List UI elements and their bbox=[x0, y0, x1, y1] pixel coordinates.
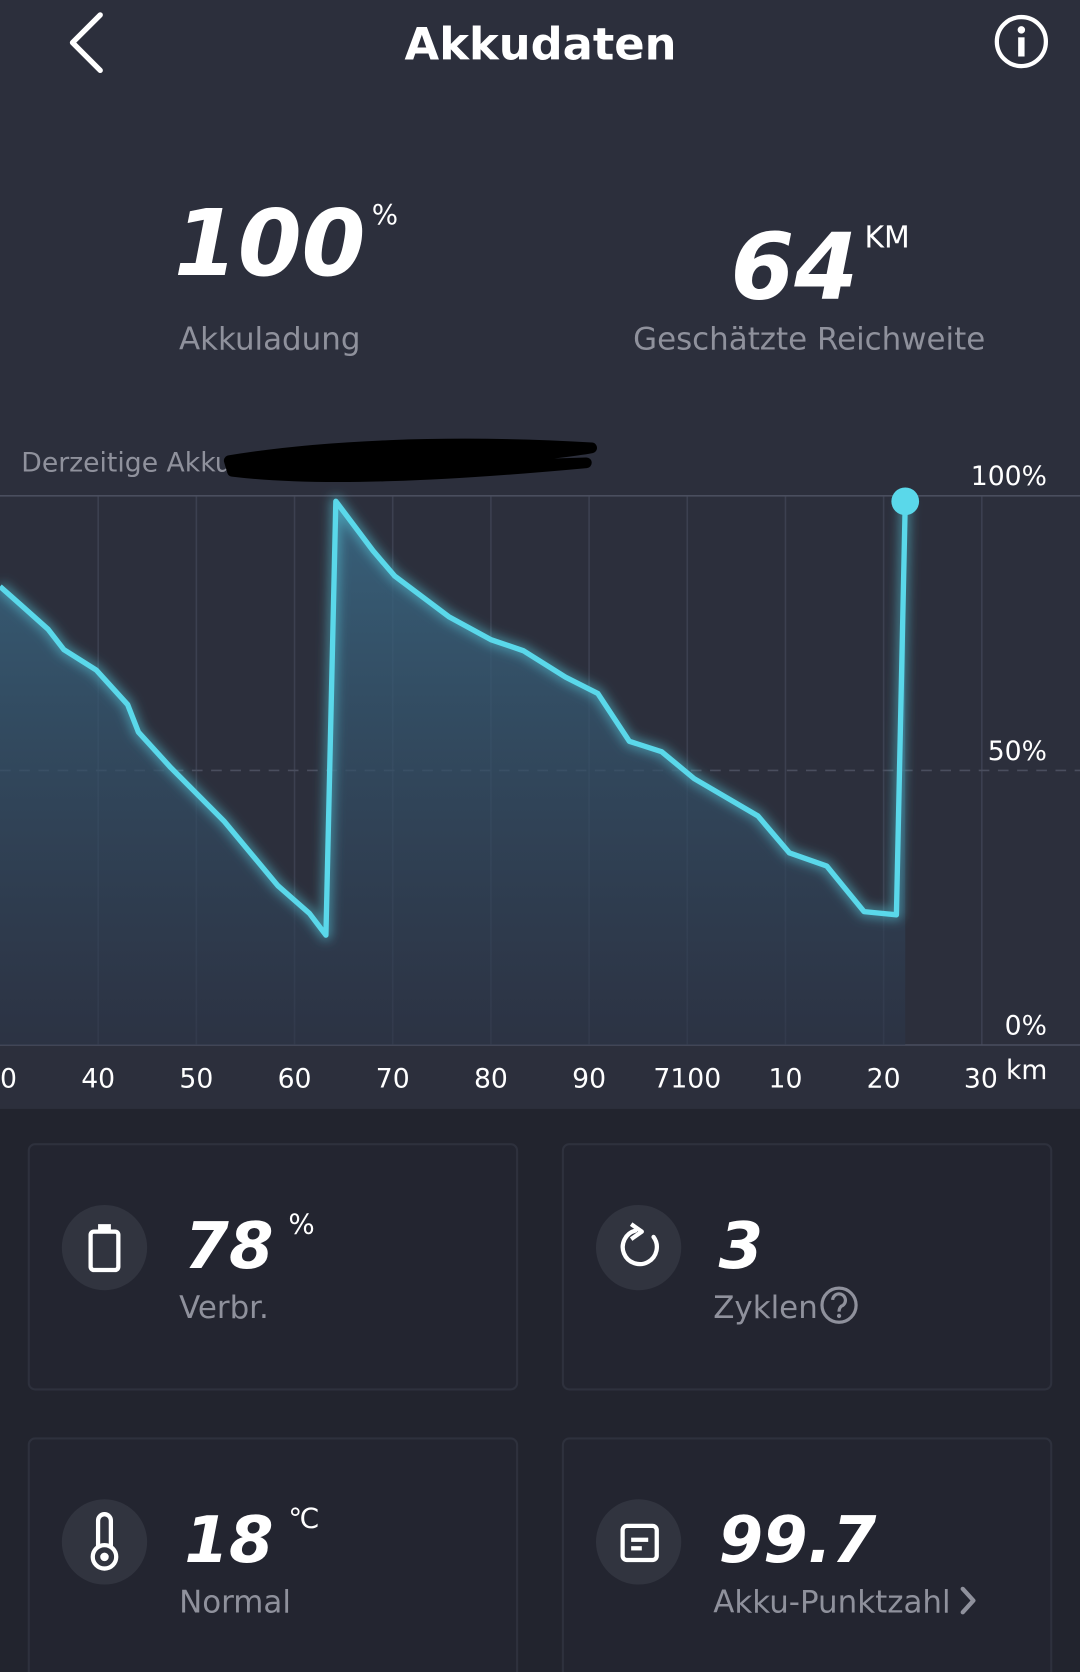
help-circle bbox=[820, 1286, 858, 1324]
area-fill bbox=[0, 501, 906, 1045]
y-tick-label: 50% bbox=[988, 736, 1047, 767]
card bbox=[561, 1143, 1053, 1391]
end-dot bbox=[891, 487, 920, 516]
stat-label: Geschätzte Reichweite bbox=[633, 322, 985, 358]
battery-icon bbox=[88, 1224, 121, 1273]
x-tick-label: 80 bbox=[474, 1064, 508, 1095]
x-tick-label: 0 bbox=[0, 1064, 17, 1095]
stat-unit: KM bbox=[864, 220, 909, 255]
cards: 78 % Verbr. 3 Zyklen 18 ℃ Normal 99.7 Akku-Punktz… bbox=[27, 1143, 1053, 1672]
y-tick-label: 0% bbox=[1005, 1010, 1047, 1041]
page-title: Akkudaten bbox=[405, 18, 677, 71]
x-tick-label: 70 bbox=[376, 1064, 410, 1095]
x-tick-label: 7100 bbox=[653, 1064, 721, 1095]
card-icon-bg bbox=[61, 1499, 148, 1585]
y-tick-label: 100% bbox=[971, 461, 1047, 492]
card-label: Normal bbox=[179, 1584, 291, 1620]
cycle-arrow bbox=[629, 1222, 644, 1241]
x-unit: km bbox=[1006, 1055, 1047, 1086]
chart: Derzeitige Akku 0 40 50 60 70 80 90 7100 10 20 30 km… bbox=[0, 447, 1080, 1095]
stats: 100 % Akkuladung 64 KM Geschätzte Reichweite bbox=[174, 190, 985, 358]
battery-body bbox=[88, 1229, 121, 1273]
stat-unit: % bbox=[372, 198, 398, 231]
x-tick-label: 60 bbox=[278, 1064, 312, 1095]
thermometer-icon bbox=[90, 1512, 119, 1571]
stat-value: 64 bbox=[730, 214, 858, 321]
info-button[interactable] bbox=[994, 14, 1049, 69]
battery-cap bbox=[98, 1224, 111, 1231]
cycle-icon bbox=[620, 1222, 659, 1267]
info-bar bbox=[1018, 37, 1025, 57]
help-dot bbox=[836, 1313, 842, 1318]
x-tick-label: 20 bbox=[867, 1064, 901, 1095]
x-tick-label: 50 bbox=[179, 1064, 213, 1095]
redaction bbox=[223, 438, 598, 483]
card-label: Akku-Punktzahl bbox=[713, 1584, 950, 1620]
score-line bbox=[631, 1546, 642, 1551]
score-icon bbox=[620, 1523, 659, 1563]
chart-title: Derzeitige Akku bbox=[21, 447, 231, 478]
back-button[interactable] bbox=[69, 12, 103, 74]
line bbox=[0, 498, 908, 938]
card-value: 78 bbox=[184, 1210, 273, 1284]
info-circle bbox=[994, 14, 1049, 69]
score-frame bbox=[620, 1523, 659, 1563]
card-label: Zyklen bbox=[713, 1290, 818, 1326]
card-unit: ℃ bbox=[288, 1502, 319, 1535]
card-icon-bg bbox=[595, 1204, 682, 1291]
thermo-stem bbox=[95, 1512, 114, 1549]
x-tick-label: 90 bbox=[572, 1064, 606, 1095]
score-chevron[interactable] bbox=[960, 1586, 976, 1615]
info-dot bbox=[1017, 26, 1026, 34]
thermo-bulb bbox=[90, 1542, 119, 1571]
card-unit: % bbox=[288, 1208, 314, 1241]
score-line bbox=[631, 1537, 649, 1542]
cycle-arc bbox=[620, 1228, 659, 1267]
card bbox=[27, 1437, 519, 1672]
card-label: Verbr. bbox=[179, 1290, 269, 1326]
card-value: 99.7 bbox=[719, 1504, 877, 1578]
help-icon[interactable] bbox=[820, 1286, 858, 1324]
card-icon-bg bbox=[61, 1204, 148, 1291]
card bbox=[27, 1143, 519, 1391]
x-tick-label: 30 bbox=[964, 1064, 998, 1095]
thermo-dot bbox=[100, 1552, 109, 1562]
help-mark bbox=[831, 1292, 848, 1312]
card-value: 3 bbox=[719, 1210, 764, 1284]
x-tick-label: 10 bbox=[769, 1064, 803, 1095]
x-tick-label: 40 bbox=[81, 1064, 115, 1095]
card-value: 18 bbox=[184, 1504, 273, 1578]
stat-value: 100 bbox=[174, 190, 365, 297]
card bbox=[561, 1437, 1053, 1672]
stat-label: Akkuladung bbox=[179, 322, 360, 358]
